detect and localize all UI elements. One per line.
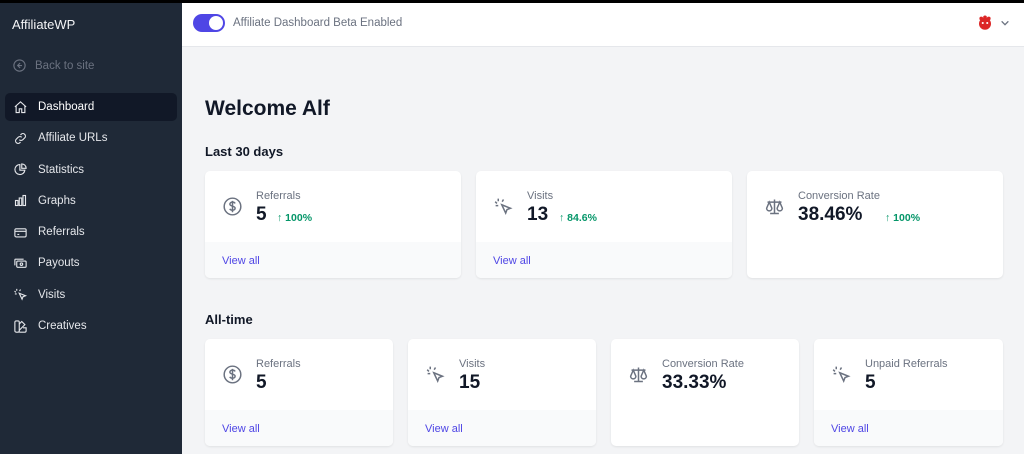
sidebar-item-affiliate-urls[interactable]: Affiliate URLs: [5, 124, 177, 152]
sidebar-item-dashboard[interactable]: Dashboard: [5, 93, 177, 121]
view-all-link[interactable]: View all: [831, 423, 869, 435]
change-value: 100%: [285, 212, 313, 224]
view-all-link[interactable]: View all: [493, 255, 531, 267]
stat-card-conversion-rate-all-time: Conversion Rate 33.33%: [611, 339, 799, 446]
card-body: Referrals 5 ↑ 100%: [205, 171, 461, 242]
sidebar-item-label: Payouts: [38, 257, 80, 270]
brand-name: AffiliateWP: [12, 17, 76, 32]
credit-card-icon: [14, 227, 27, 238]
change-value: 100%: [893, 212, 921, 224]
card-value: 5: [256, 372, 267, 393]
user-menu[interactable]: [976, 14, 1010, 32]
arrow-left-circle-icon: [13, 59, 26, 72]
card-label: Visits: [527, 190, 554, 202]
sidebar: AffiliateWP Back to site Dashboard Affil…: [0, 3, 182, 454]
scale-icon: [629, 367, 648, 383]
card-label: Conversion Rate: [798, 190, 880, 202]
card-footer: View all: [814, 410, 1003, 446]
section-title-all-time: All-time: [205, 312, 253, 327]
card-value: 15: [459, 372, 481, 393]
chevron-down-icon: [1001, 20, 1009, 26]
cursor-click-icon: [832, 366, 851, 383]
stat-card-referrals-all-time: Referrals 5 View all: [205, 339, 393, 446]
dollar-icon: [223, 365, 242, 384]
cursor-click-icon: [14, 289, 28, 301]
stat-card-visits-all-time: Visits 15 View all: [408, 339, 596, 446]
cursor-click-icon: [426, 366, 445, 383]
sidebar-item-label: Visits: [38, 288, 66, 301]
card-label: Visits: [459, 358, 486, 370]
home-icon: [14, 100, 27, 113]
change-badge: ↑ 100%: [277, 212, 313, 224]
sidebar-item-label: Referrals: [38, 226, 85, 239]
change-badge: ↑ 100%: [885, 212, 921, 224]
view-all-link[interactable]: View all: [425, 423, 463, 435]
sidebar-item-graphs[interactable]: Graphs: [5, 187, 177, 215]
card-body: Visits 15: [408, 339, 596, 410]
cursor-click-icon: [494, 198, 513, 215]
card-footer: View all: [408, 410, 596, 446]
sidebar-item-label: Affiliate URLs: [38, 132, 108, 145]
sidebar-item-referrals[interactable]: Referrals: [5, 218, 177, 246]
card-footer: View all: [205, 242, 461, 278]
sidebar-item-visits[interactable]: Visits: [5, 281, 177, 309]
top-bar: Affiliate Dashboard Beta Enabled: [182, 3, 1024, 47]
scale-icon: [765, 199, 784, 215]
change-value: 84.6%: [567, 212, 597, 224]
stat-card-conversion-rate-30d: Conversion Rate 38.46% ↑ 100%: [747, 171, 1003, 278]
sidebar-item-label: Dashboard: [38, 101, 95, 113]
beta-toggle-label: Affiliate Dashboard Beta Enabled: [233, 17, 403, 29]
cash-icon: [14, 258, 27, 268]
card-value: 33.33%: [662, 372, 727, 393]
stat-card-referrals-30d: Referrals 5 ↑ 100% View all: [205, 171, 461, 278]
view-all-link[interactable]: View all: [222, 423, 260, 435]
stat-card-visits-30d: Visits 13 ↑ 84.6% View all: [476, 171, 732, 278]
card-body: Conversion Rate 33.33%: [611, 339, 799, 410]
card-value: 38.46%: [798, 204, 863, 225]
card-value: 5: [256, 204, 267, 225]
back-to-site-link[interactable]: Back to site: [12, 58, 94, 73]
change-badge: ↑ 84.6%: [559, 212, 597, 224]
card-body: Visits 13 ↑ 84.6%: [476, 171, 732, 242]
card-label: Unpaid Referrals: [865, 358, 948, 370]
pie-chart-icon: [14, 163, 27, 176]
card-body: Referrals 5: [205, 339, 393, 410]
dollar-icon: [223, 197, 242, 216]
section-title-last-30-days: Last 30 days: [205, 144, 284, 159]
sidebar-item-creatives[interactable]: Creatives: [5, 312, 177, 340]
card-value: 13: [527, 204, 549, 225]
avatar: [979, 15, 991, 30]
bar-chart-icon: [14, 195, 27, 207]
main-content: Affiliate Dashboard Beta Enabled Welcome…: [182, 3, 1024, 454]
card-body: Unpaid Referrals 5: [814, 339, 1003, 410]
back-to-site-label: Back to site: [35, 59, 95, 72]
beta-toggle[interactable]: [193, 14, 225, 32]
card-label: Conversion Rate: [662, 358, 744, 370]
card-footer: View all: [205, 410, 393, 446]
sidebar-nav: Dashboard Affiliate URLs Statistics Grap…: [5, 93, 177, 343]
card-label: Referrals: [256, 358, 301, 370]
color-swatch-icon: [14, 319, 27, 333]
sidebar-item-payouts[interactable]: Payouts: [5, 249, 177, 277]
card-body: Conversion Rate 38.46% ↑ 100%: [747, 171, 1003, 242]
sidebar-item-statistics[interactable]: Statistics: [5, 156, 177, 184]
sidebar-item-label: Statistics: [38, 163, 85, 176]
page-title: Welcome Alf: [205, 97, 330, 120]
toggle-knob: [209, 16, 223, 30]
sidebar-item-label: Creatives: [38, 320, 87, 333]
sidebar-item-label: Graphs: [38, 194, 76, 207]
link-icon: [15, 132, 26, 144]
card-label: Referrals: [256, 190, 301, 202]
view-all-link[interactable]: View all: [222, 255, 260, 267]
card-value: 5: [865, 372, 876, 393]
card-footer: View all: [476, 242, 732, 278]
stat-card-unpaid-referrals-all-time: Unpaid Referrals 5 View all: [814, 339, 1003, 446]
